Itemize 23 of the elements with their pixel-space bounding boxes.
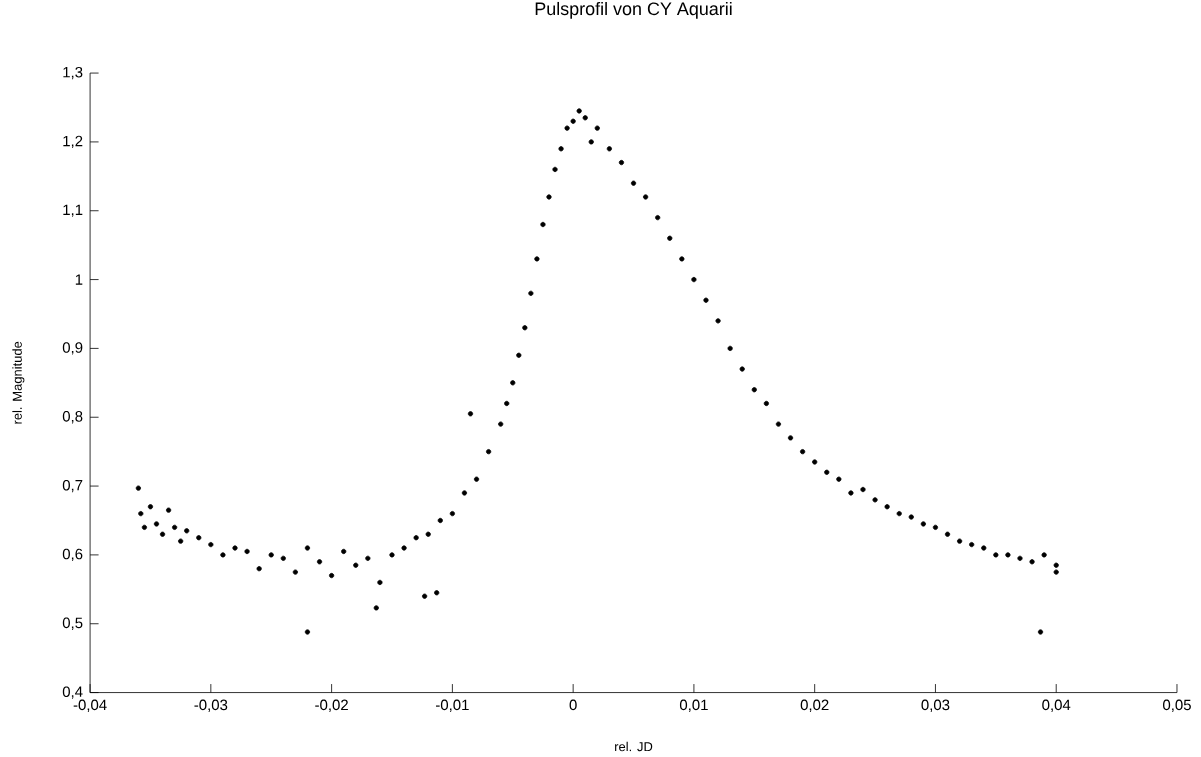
y-tick-label: 0,7 — [62, 480, 83, 493]
x-tick-label: -0,02 — [315, 699, 348, 713]
y-tick-label: 0,8 — [62, 411, 83, 424]
x-tick-label: 0,05 — [1163, 699, 1191, 713]
y-tick-label: 0,4 — [62, 686, 83, 699]
x-tick-label: 0,02 — [800, 699, 829, 713]
x-tick-label: 0,03 — [921, 699, 950, 713]
y-tick-label: 1,1 — [63, 204, 83, 218]
y-tick-label: 0,5 — [62, 617, 83, 631]
x-tick-label: -0,01 — [435, 699, 469, 713]
y-tick-label: 1 — [75, 274, 83, 285]
y-tick-label: 1,2 — [63, 135, 83, 149]
chart-title: Pulsprofil von CY Aquarii — [535, 2, 732, 19]
x-tick-label: 0,04 — [1042, 699, 1071, 713]
y-tick-label: 0,6 — [62, 548, 83, 562]
x-tick-label: 0 — [569, 699, 577, 711]
y-tick-label: 1,3 — [63, 67, 83, 80]
y-axis-title: rel. Magnitude — [12, 341, 25, 424]
x-tick-label: -0,04 — [73, 699, 107, 713]
x-axis-title: rel. JD — [615, 741, 653, 752]
x-tick-label: -0,03 — [194, 699, 228, 713]
x-tick-label: 0,01 — [679, 699, 708, 713]
y-tick-label: 0,9 — [62, 342, 83, 355]
